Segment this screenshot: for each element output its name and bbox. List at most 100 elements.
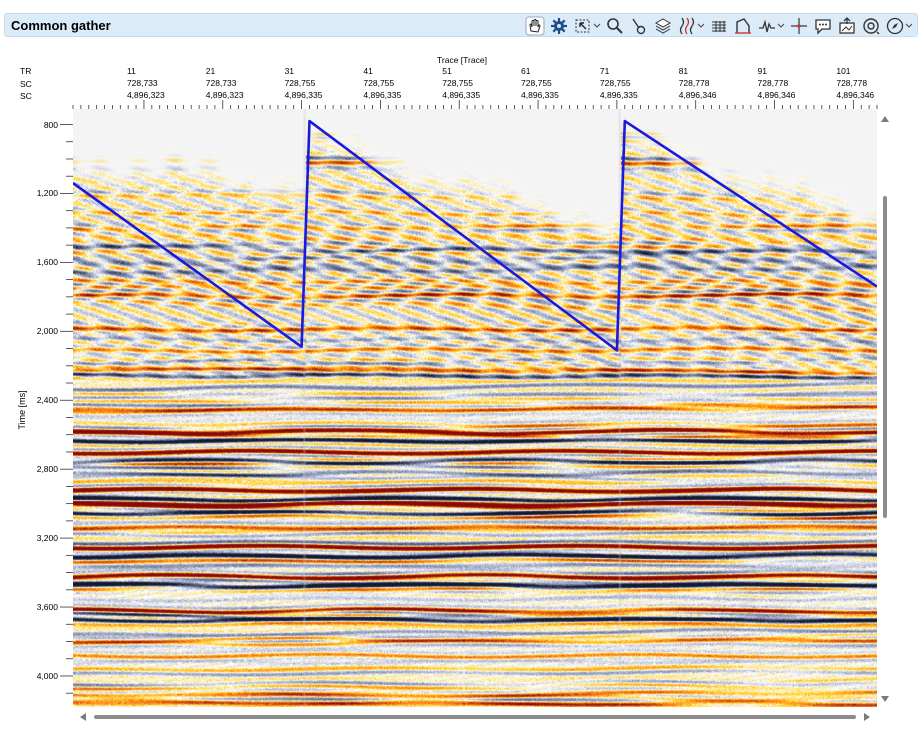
header-value-sc1: 728,755 [599, 78, 631, 88]
header-value-sc1: 728,778 [757, 78, 789, 88]
zoom-magnifier-icon [607, 18, 623, 34]
y-tick-label: 3,200 [36, 533, 58, 544]
settings-gear-icon [551, 18, 567, 34]
wavelet-button[interactable] [757, 16, 785, 36]
header-value-sc2: 4,896,323 [205, 90, 244, 100]
spectrum-button[interactable] [709, 16, 729, 36]
header-value-tr: 81 [678, 66, 689, 76]
scroll-thumb [94, 715, 856, 719]
title-bar: Common gather [4, 13, 918, 37]
scroll-left-arrow [80, 713, 86, 721]
window-title: Common gather [11, 18, 111, 33]
header-label-tr: TR [20, 66, 32, 76]
pointer-probe-button[interactable] [629, 16, 649, 36]
pick-polyline[interactable] [73, 119, 877, 352]
header-value-sc2: 4,896,335 [284, 90, 323, 100]
crosshair-button[interactable] [789, 16, 809, 36]
header-value-sc2: 4,896,346 [678, 90, 717, 100]
seismic-section[interactable] [73, 109, 877, 707]
scroll-down-arrow [881, 696, 889, 702]
spectrum-icon [712, 21, 726, 32]
y-axis-ticks [60, 124, 73, 694]
header-value-sc2: 4,896,346 [757, 90, 796, 100]
trace-header-column: 21 728,733 4,896,323 [206, 65, 244, 101]
y-tick-label: 4,000 [36, 670, 58, 681]
header-label-sc: SC [20, 79, 32, 89]
trace-header-column: 71 728,755 4,896,335 [600, 65, 638, 101]
header-value-tr: 101 [836, 66, 851, 76]
trace-header-column: 31 728,755 4,896,335 [285, 65, 323, 101]
wiggle-display-icon [679, 17, 695, 35]
selection-button[interactable] [573, 16, 601, 36]
chevron-down-icon [777, 23, 785, 28]
header-value-tr: 21 [205, 66, 216, 76]
zoom-magnifier-button[interactable] [605, 16, 625, 36]
export-image-button[interactable] [837, 16, 857, 36]
crosshair-icon [791, 18, 807, 34]
header-value-sc1: 728,778 [678, 78, 710, 88]
gain-icon [735, 18, 751, 34]
header-value-tr: 41 [363, 66, 373, 76]
scroll-right-arrow [864, 713, 870, 721]
trace-header-column: 81 728,778 4,896,346 [679, 65, 717, 101]
compass-button[interactable] [885, 16, 913, 36]
y-tick-label: 2,800 [36, 464, 58, 475]
toolbar [525, 15, 913, 37]
snapshot-icon [863, 18, 880, 35]
header-value-tr: 31 [284, 66, 295, 76]
header-value-sc2: 4,896,335 [363, 90, 402, 100]
header-value-tr: 11 [126, 66, 136, 76]
pan-hand-icon [525, 16, 545, 36]
trace-header-column: 41 728,755 4,896,335 [363, 65, 401, 101]
trace-header-column: 91 728,778 4,896,346 [758, 65, 796, 101]
header-value-tr: 91 [757, 66, 767, 76]
chevron-down-icon [905, 23, 913, 28]
comment-icon [815, 19, 831, 35]
trace-header-column: 101 728,778 4,896,346 [836, 65, 874, 101]
y-tick-label: 1,600 [36, 257, 58, 268]
header-value-tr: 71 [599, 66, 610, 76]
y-tick-label: 2,400 [36, 395, 58, 406]
comment-button[interactable] [813, 16, 833, 36]
chevron-down-icon [697, 23, 705, 28]
wiggle-display-button[interactable] [677, 16, 705, 36]
x-axis-ticks [72, 100, 878, 109]
header-value-sc1: 728,755 [363, 78, 395, 88]
compass-icon [886, 17, 904, 35]
y-axis-title: Time [ms] [17, 390, 27, 430]
scroll-thumb [883, 196, 887, 518]
trace-header-column: 61 728,755 4,896,335 [521, 65, 559, 101]
export-image-icon [839, 17, 855, 34]
header-value-sc1: 728,733 [205, 78, 237, 88]
gain-button[interactable] [733, 16, 753, 36]
layers-icon [654, 18, 672, 34]
header-value-sc2: 4,896,335 [442, 90, 481, 100]
header-value-sc1: 728,733 [126, 78, 158, 88]
selection-icon [575, 19, 590, 33]
pointer-probe-icon [632, 18, 646, 35]
header-value-tr: 61 [521, 66, 531, 76]
scroll-up-arrow [881, 116, 889, 122]
header-value-sc2: 4,896,335 [599, 90, 638, 100]
y-tick-label: 2,000 [36, 326, 58, 337]
layers-button[interactable] [653, 16, 673, 36]
header-value-sc2: 4,896,323 [126, 90, 165, 100]
vertical-scrollbar[interactable] [878, 112, 892, 708]
header-value-sc1: 728,755 [284, 78, 316, 88]
header-value-sc1: 728,778 [836, 78, 868, 88]
pick-line[interactable] [73, 109, 877, 707]
header-label-sc: SC [20, 91, 32, 101]
y-tick-label: 3,600 [36, 602, 58, 613]
y-tick-label: 1,200 [36, 188, 58, 199]
settings-gear-button[interactable] [549, 16, 569, 36]
chevron-down-icon [593, 23, 601, 28]
header-value-tr: 51 [442, 66, 452, 76]
header-value-sc1: 728,755 [521, 78, 552, 88]
x-axis-title: Trace [Trace] [437, 55, 487, 65]
trace-header-column: 11 728,733 4,896,323 [127, 65, 165, 101]
wavelet-icon [759, 19, 775, 33]
horizontal-scrollbar[interactable] [76, 710, 874, 724]
snapshot-button[interactable] [861, 16, 881, 36]
pan-hand-button[interactable] [525, 16, 545, 36]
trace-header-column: 51 728,755 4,896,335 [442, 65, 480, 101]
